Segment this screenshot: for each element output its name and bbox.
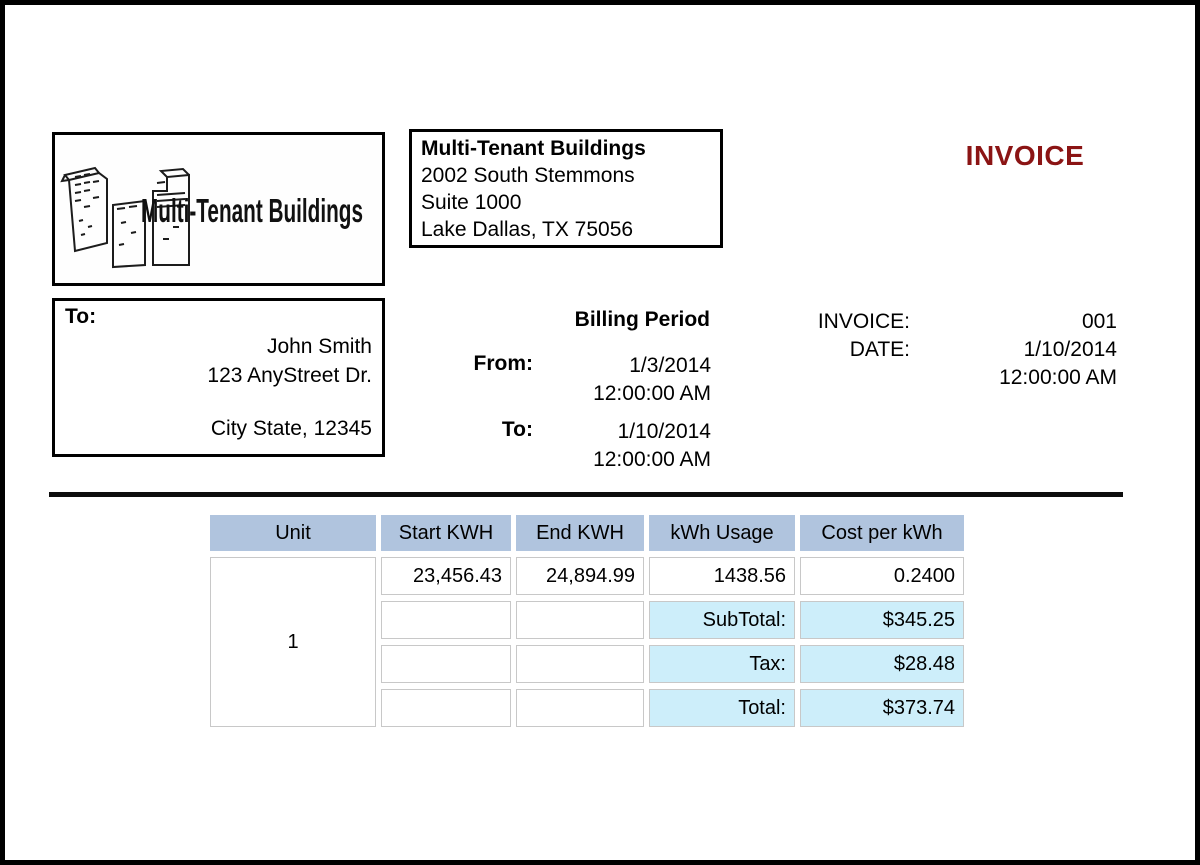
unit-cell: 1 [210,557,376,727]
billing-period-section: Billing Period From: 1/3/2014 12:00:00 A… [433,308,712,484]
empty-cell [516,689,644,727]
subtotal-row: SubTotal: $345.25 [210,601,964,639]
empty-cell [381,689,511,727]
invoice-title: INVOICE [965,140,1085,171]
section-divider [49,492,1123,497]
billing-to-time: 12:00:00 AM [593,448,711,471]
invoice-number-row: INVOICE: 001 [795,308,1117,336]
logo-text: Multi-Tenant Buildings [141,192,363,229]
invoice-number-value: 001 [1081,310,1117,333]
tax-label-cell: Tax: [649,645,795,683]
invoice-time-value: 12:00:00 AM [999,366,1117,389]
bill-to-label: To: [65,305,97,328]
empty-cell [516,645,644,683]
billing-to-label: To: [501,418,533,441]
tax-row: Tax: $28.48 [210,645,964,683]
header-end-kwh: End KWH [516,515,644,551]
subtotal-value-cell: $345.25 [800,601,964,639]
header-cost-per-kwh: Cost per kWh [800,515,964,551]
header-start-kwh: Start KWH [381,515,511,551]
billing-from-value: 1/3/2014 12:00:00 AM [533,352,711,408]
billing-to-value: 1/10/2014 12:00:00 AM [533,418,711,474]
bill-to-spacer [65,390,372,414]
end-kwh-cell: 24,894.99 [516,557,644,595]
usage-table: Unit Start KWH End KWH kWh Usage Cost pe… [205,509,969,733]
invoice-time-label [795,364,910,392]
buildings-logo-icon: Multi-Tenant Buildings [60,166,363,269]
invoice-number-label: INVOICE: [817,310,910,333]
billing-to-row: To: 1/10/2014 12:00:00 AM [433,418,711,474]
empty-cell [381,645,511,683]
bill-to-name: John Smith [266,335,372,358]
invoice-date-label: DATE: [849,338,910,361]
invoice-date-value: 1/10/2014 [1023,338,1117,361]
bill-to-address: 123 AnyStreet Dr. [207,364,372,387]
company-name: Multi-Tenant Buildings [421,137,646,160]
total-label-cell: Total: [649,689,795,727]
bill-to-box: To: John Smith 123 AnyStreet Dr. City St… [52,298,385,457]
billing-from-row: From: 1/3/2014 12:00:00 AM [433,352,712,408]
header-unit: Unit [210,515,376,551]
invoice-meta-section: INVOICE: 001 DATE: 1/10/2014 12:00:00 AM [795,308,1117,392]
bill-to-lines: John Smith 123 AnyStreet Dr. City State,… [65,332,372,443]
total-row: Total: $373.74 [210,689,964,727]
total-value-cell: $373.74 [800,689,964,727]
billing-period-title: Billing Period [574,308,710,331]
empty-cell [381,601,511,639]
header-kwh-usage: kWh Usage [649,515,795,551]
cost-per-kwh-cell: 0.2400 [800,557,964,595]
empty-cell [516,601,644,639]
bill-to-city: City State, 12345 [210,417,372,440]
usage-table-header-row: Unit Start KWH End KWH kWh Usage Cost pe… [210,515,964,551]
subtotal-label-cell: SubTotal: [649,601,795,639]
kwh-usage-cell: 1438.56 [649,557,795,595]
company-address-line1: 2002 South Stemmons [421,164,635,187]
billing-from-label: From: [473,352,534,375]
company-logo: Multi-Tenant Buildings [52,132,385,286]
invoice-time-row: 12:00:00 AM [795,364,1117,392]
start-kwh-cell: 23,456.43 [381,557,511,595]
company-address-box: Multi-Tenant Buildings 2002 South Stemmo… [409,129,723,248]
invoice-date-row: DATE: 1/10/2014 [795,336,1117,364]
company-address-line2: Suite 1000 [421,191,522,214]
billing-from-time: 12:00:00 AM [593,382,711,405]
usage-data-row: 1 23,456.43 24,894.99 1438.56 0.2400 [210,557,964,727]
tax-value-cell: $28.48 [800,645,964,683]
company-address-line3: Lake Dallas, TX 75056 [421,218,634,241]
billing-to-date: 1/10/2014 [617,420,711,443]
billing-from-date: 1/3/2014 [629,354,711,377]
